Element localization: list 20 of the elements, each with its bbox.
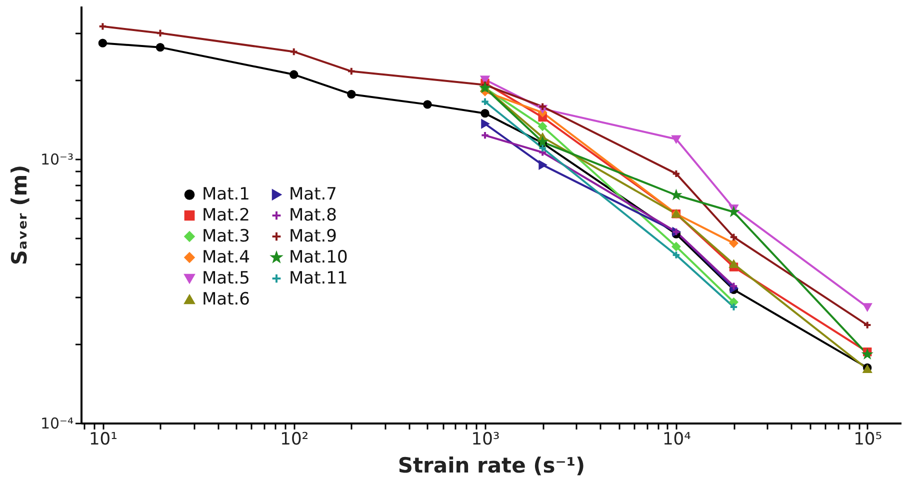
y-axis-title: Sₐᵥₑᵣ (m) bbox=[7, 164, 32, 266]
legend-label: Mat.4 bbox=[202, 248, 250, 268]
y-tick-label: 10⁻³ bbox=[40, 150, 74, 169]
legend-label: Mat.9 bbox=[289, 226, 337, 246]
legend-label: Mat.1 bbox=[202, 184, 250, 205]
legend-label: Mat.6 bbox=[202, 290, 250, 310]
legend-label: Mat.8 bbox=[289, 206, 337, 226]
legend-label: Mat.2 bbox=[202, 206, 250, 226]
x-axis-title: Strain rate (s⁻¹) bbox=[398, 454, 586, 478]
legend-label: Mat.11 bbox=[289, 268, 348, 288]
legend-label: Mat.7 bbox=[289, 184, 337, 205]
x-tick-label: 10² bbox=[280, 430, 309, 450]
legend-label: Mat.5 bbox=[202, 268, 250, 288]
y-tick-label: 10⁻⁴ bbox=[40, 414, 74, 432]
x-tick-label: 10³ bbox=[471, 430, 500, 450]
x-tick-label: 10⁴ bbox=[662, 430, 692, 450]
x-tick-label: 10¹ bbox=[88, 430, 118, 450]
x-tick-label: 10⁵ bbox=[854, 430, 882, 450]
legend-label: Mat.10 bbox=[289, 248, 348, 268]
legend-label: Mat.3 bbox=[202, 226, 250, 246]
